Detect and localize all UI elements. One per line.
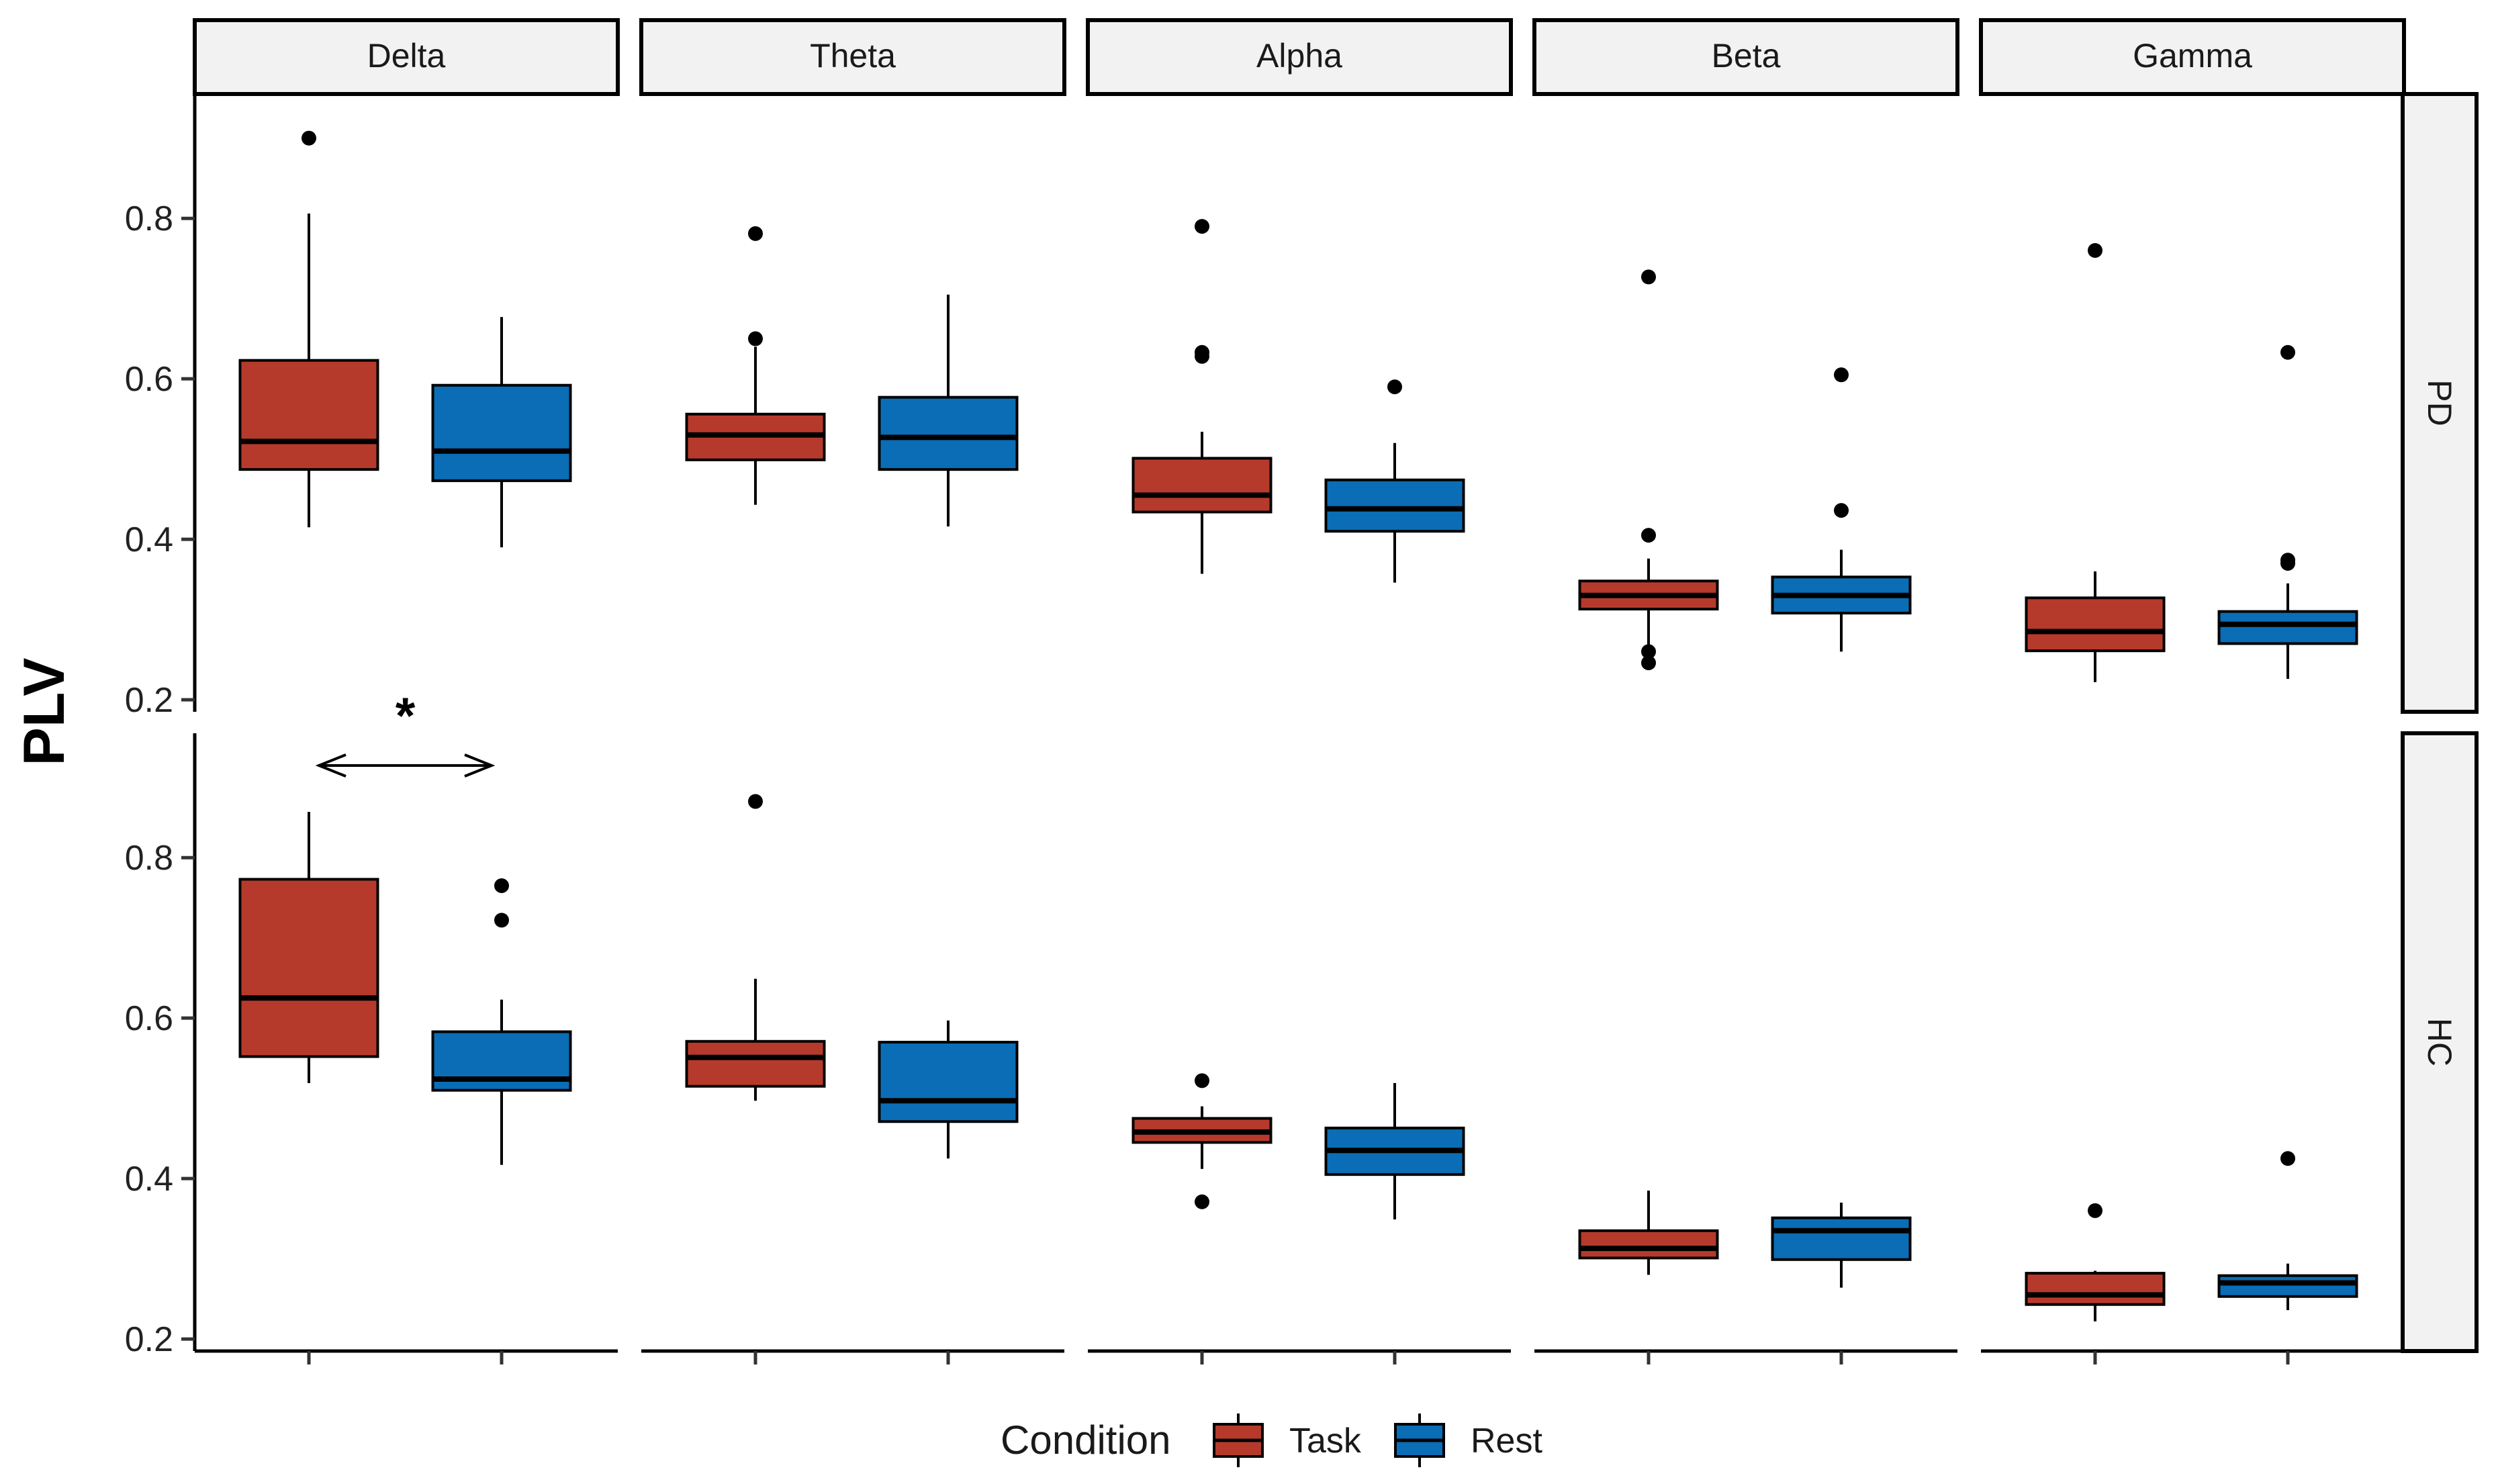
box-iqr: [1578, 1229, 1719, 1260]
y-tick-label: 0.6: [125, 999, 173, 1038]
box-hc-beta-rest: [1771, 1202, 1912, 1288]
box-pd-beta-task: [1578, 269, 1719, 671]
box-iqr: [2217, 610, 2358, 645]
outlier-point: [1641, 644, 1656, 659]
strip-label-gamma: Gamma: [2133, 37, 2252, 75]
strip-theta: [639, 18, 1066, 96]
outlier-point: [748, 226, 763, 241]
arrow-head-left: [315, 753, 346, 778]
box-hc-alpha-rest: [1324, 1082, 1465, 1220]
strip-label-pd: PD: [2421, 379, 2458, 426]
box-iqr: [1324, 478, 1465, 533]
box-pd-gamma-task: [2025, 242, 2166, 682]
box-pd-delta-task: [238, 130, 379, 528]
outlier-point: [494, 878, 509, 894]
box-pd-gamma-rest: [2217, 344, 2358, 680]
significance-star: *: [396, 688, 416, 745]
annotation-layer: *: [315, 688, 496, 778]
outlier-point: [2280, 553, 2295, 568]
outlier-point: [1195, 219, 1209, 234]
outlier-point: [2280, 344, 2295, 360]
legend-title: Condition: [1001, 1418, 1171, 1463]
y-axes-layer: 0.2 0.4 0.6 0.8 0.2 0.4 0.6 0.8: [125, 94, 197, 1359]
x-axes-layer: [195, 1349, 2404, 1364]
outlier-point: [748, 794, 763, 809]
outlier-point: [1195, 1194, 1209, 1209]
box-pd-theta-rest: [878, 294, 1019, 526]
strip-label-beta: Beta: [1712, 37, 1781, 75]
legend: Condition Task Rest: [1001, 1413, 1542, 1467]
box-hc-delta-task: [238, 812, 379, 1083]
box-hc-theta-rest: [878, 1020, 1019, 1159]
outlier-point: [748, 331, 763, 346]
outlier-point: [2280, 1151, 2295, 1166]
box-pd-delta-rest: [431, 317, 572, 548]
box-iqr: [1771, 1216, 1912, 1261]
strip-label-hc: HC: [2421, 1018, 2458, 1066]
arrow-head-right: [464, 753, 496, 778]
box-iqr: [2025, 596, 2166, 653]
strips-layer: Delta Theta Alpha Beta Gamma PD HC: [193, 18, 2479, 1353]
box-pd-alpha-task: [1131, 219, 1273, 574]
legend-item-task: Task: [1213, 1413, 1362, 1467]
y-tick-label: 0.6: [125, 360, 173, 399]
box-hc-delta-rest: [431, 878, 572, 1165]
strip-alpha: [1086, 18, 1513, 96]
strip-beta: [1532, 18, 1959, 96]
y-tick-label: 0.4: [125, 520, 173, 559]
outlier-point: [2088, 242, 2102, 258]
outlier-point: [1641, 269, 1656, 285]
box-hc-gamma-rest: [2217, 1151, 2358, 1311]
box-iqr: [238, 359, 379, 471]
outlier-point: [1195, 344, 1209, 360]
box-iqr: [238, 878, 379, 1058]
outlier-point: [1641, 655, 1656, 671]
box-iqr: [1131, 457, 1273, 514]
strip-label-alpha: Alpha: [1256, 37, 1342, 75]
y-tick-label: 0.8: [125, 839, 173, 878]
legend-item-rest: Rest: [1394, 1413, 1542, 1467]
box-pd-alpha-rest: [1324, 379, 1465, 583]
box-iqr: [685, 1039, 826, 1088]
box-hc-beta-task: [1578, 1191, 1719, 1275]
box-iqr: [878, 1041, 1019, 1123]
strip-label-theta: Theta: [810, 37, 896, 75]
outlier-point: [1834, 503, 1849, 518]
strip-label-delta: Delta: [367, 37, 446, 75]
legend-label: Rest: [1471, 1422, 1542, 1460]
box-pd-beta-rest: [1771, 367, 1912, 652]
box-hc-gamma-task: [2025, 1203, 2166, 1321]
outlier-point: [1387, 379, 1402, 395]
y-tick-label: 0.4: [125, 1160, 173, 1199]
outlier-point: [494, 913, 509, 928]
strip-delta: [193, 18, 620, 96]
y-axis-title: PLV: [12, 658, 77, 766]
box-iqr: [2025, 1272, 2166, 1306]
marks-layer: [238, 130, 2358, 1321]
box-hc-alpha-task: [1131, 1073, 1273, 1209]
y-tick-label: 0.8: [125, 199, 173, 238]
y-tick-label: 0.2: [125, 681, 173, 720]
box-pd-theta-task: [685, 226, 826, 505]
box-iqr: [2217, 1274, 2358, 1298]
outlier-point: [2088, 1203, 2102, 1218]
outlier-point: [1641, 528, 1656, 543]
box-iqr: [431, 383, 572, 482]
outlier-point: [1195, 1073, 1209, 1088]
strip-hc: [2401, 731, 2479, 1353]
y-tick-label: 0.2: [125, 1320, 173, 1359]
outlier-point: [1834, 367, 1849, 383]
outlier-point: [302, 130, 316, 146]
box-iqr: [878, 396, 1019, 471]
legend-label: Task: [1289, 1422, 1362, 1460]
strip-pd: [2401, 92, 2479, 714]
strip-gamma: [1979, 18, 2406, 96]
box-hc-theta-task: [685, 794, 826, 1101]
